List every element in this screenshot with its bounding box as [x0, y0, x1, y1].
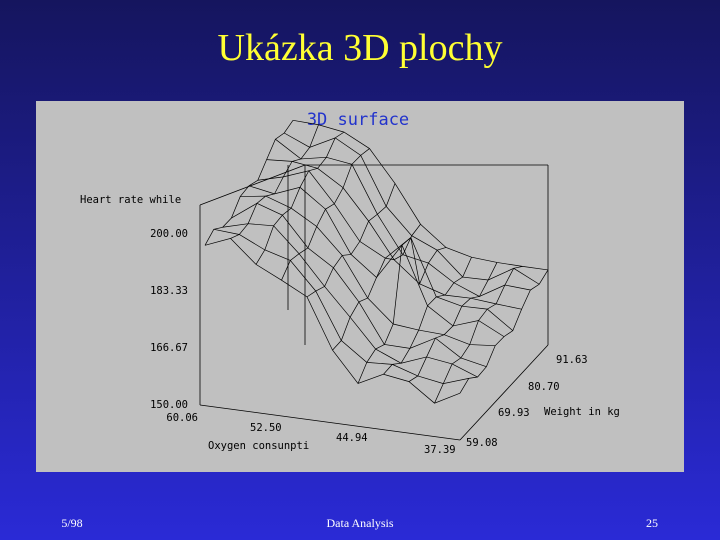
footer-date: 5/98	[61, 516, 82, 530]
surface-line	[292, 119, 549, 271]
surface-line	[275, 138, 531, 297]
y-tick-label: 69.93	[498, 407, 530, 419]
footer-title: Data Analysis	[327, 516, 394, 530]
surface-line	[383, 257, 472, 375]
chart-panel	[36, 101, 684, 472]
surface-line	[248, 185, 505, 337]
z-tick-label: 200.00	[150, 228, 188, 240]
x-axis-label: Oxygen consunpti	[208, 440, 309, 452]
chart-title: 3D surface	[307, 110, 409, 130]
z-tick-label: 150.00	[150, 399, 188, 411]
axis-line	[459, 344, 549, 441]
surface-line	[284, 132, 540, 285]
surface-line	[434, 266, 523, 404]
surface	[204, 119, 549, 404]
z-tick-label: 166.67	[150, 342, 188, 354]
surface-line	[408, 262, 498, 382]
x-tick-label: 60.06	[166, 412, 198, 424]
footer-page: 25	[646, 516, 658, 530]
y-tick-label: 80.70	[528, 381, 560, 393]
surface-line	[459, 269, 549, 394]
axes-box	[199, 164, 549, 441]
axis-line	[199, 164, 306, 206]
surface-line	[257, 170, 514, 331]
slide-title: Ukázka 3D plochy	[218, 27, 503, 69]
x-tick-label: 37.39	[424, 444, 456, 456]
y-tick-label: 59.08	[466, 437, 498, 449]
z-axis-label: Heart rate while	[80, 194, 181, 206]
surface-line	[266, 159, 522, 310]
axis-line	[199, 404, 461, 441]
surface-line	[357, 236, 447, 384]
z-tick-label: 183.33	[150, 285, 188, 297]
y-tick-label: 91.63	[556, 354, 588, 366]
x-tick-label: 52.50	[250, 422, 282, 434]
x-tick-label: 44.94	[336, 432, 368, 444]
y-axis-label: Weight in kg	[544, 406, 620, 418]
